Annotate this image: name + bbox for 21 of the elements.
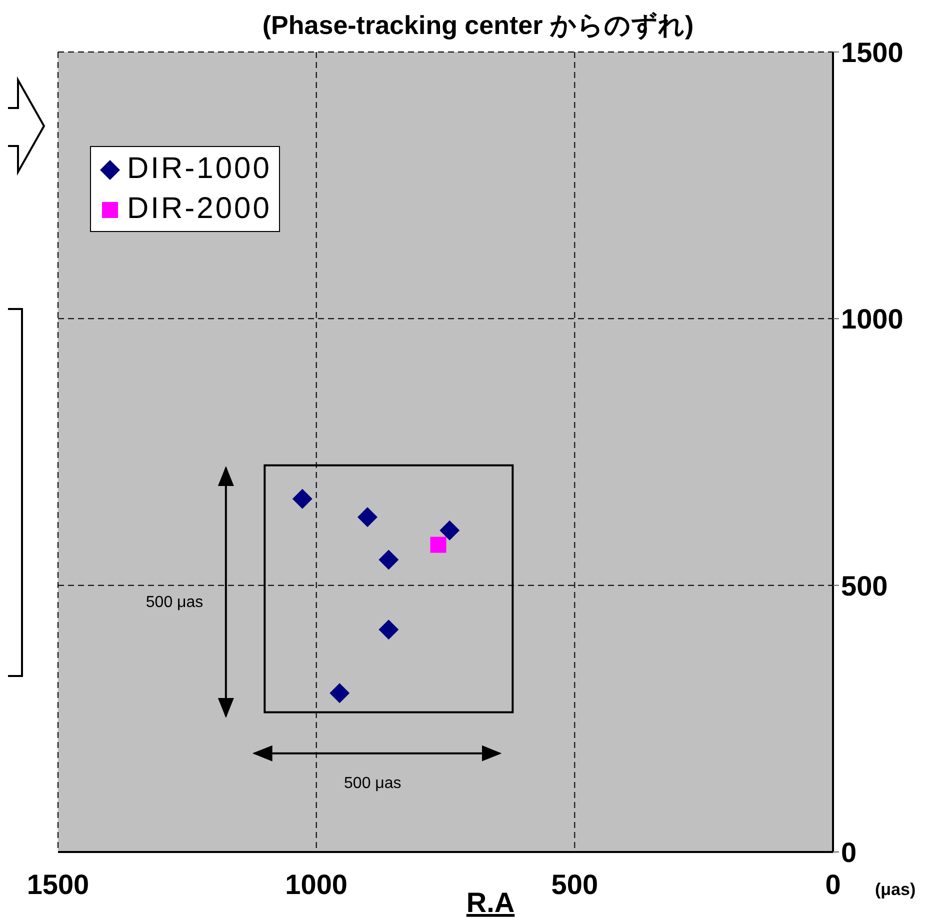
point (330, 683, 350, 704)
y-tick-label: 1000 (841, 304, 904, 335)
x-tick-label: 1000 (285, 868, 348, 900)
point (357, 507, 378, 528)
x-tick-label: 1500 (26, 868, 90, 900)
y-tick-label: 1500 (841, 36, 904, 68)
point (440, 520, 460, 540)
text: (μas) (875, 880, 916, 900)
point (378, 550, 399, 570)
annotation: 500 μas (146, 594, 204, 612)
point (378, 620, 399, 640)
y-tick-label: 0 (841, 836, 857, 868)
x-axis-title: R.A (466, 887, 515, 918)
y-tick-label: 500 (841, 570, 888, 602)
point (292, 488, 312, 509)
chart-title: (Phase-tracking center からのずれ) (262, 10, 694, 40)
legend-label: DIR-2000 (126, 191, 272, 227)
point (430, 536, 446, 553)
x-tick-label: 500 (551, 868, 598, 900)
legend-label: DIR-1000 (126, 151, 272, 187)
annotation: 500 μas (344, 775, 402, 794)
